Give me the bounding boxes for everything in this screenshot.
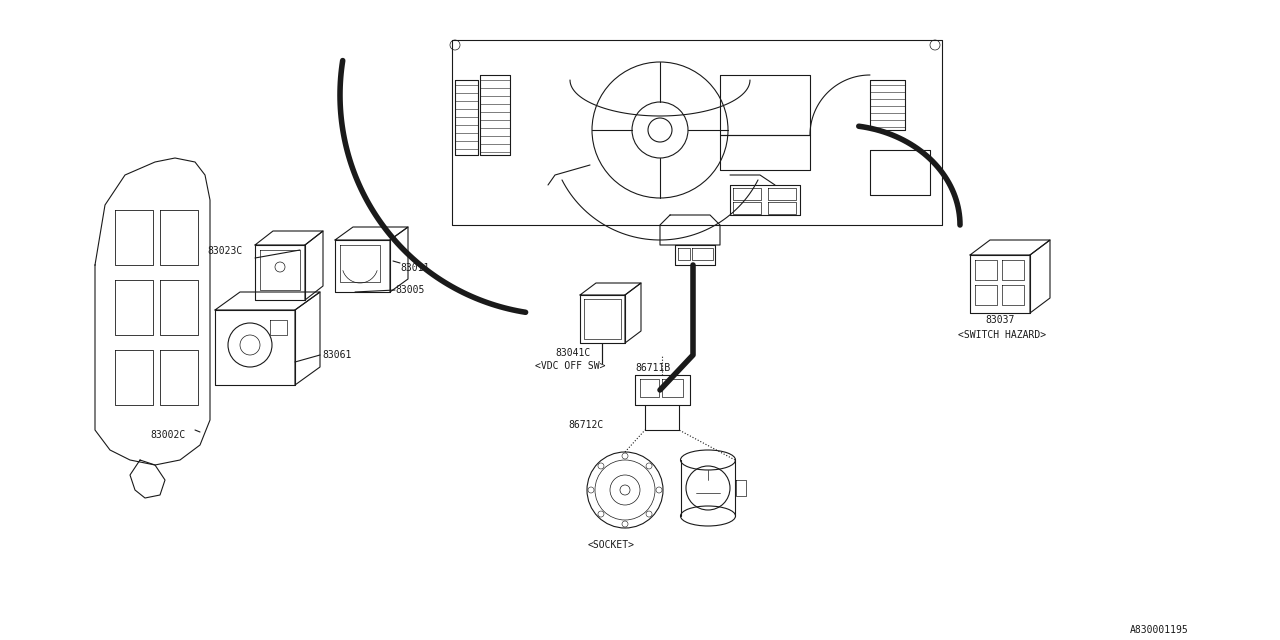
Text: 83023C: 83023C: [207, 246, 242, 256]
Text: <SWITCH HAZARD>: <SWITCH HAZARD>: [957, 330, 1046, 340]
Text: 83011: 83011: [399, 263, 429, 273]
Text: 86712C: 86712C: [568, 420, 603, 430]
Text: 83005: 83005: [396, 285, 425, 295]
Text: 83002C: 83002C: [150, 430, 186, 440]
Text: <SOCKET>: <SOCKET>: [588, 540, 635, 550]
Text: 86711B: 86711B: [635, 363, 671, 373]
Text: <VDC OFF SW>: <VDC OFF SW>: [535, 361, 605, 371]
Text: 83061: 83061: [323, 350, 352, 360]
Text: A830001195: A830001195: [1130, 625, 1189, 635]
Text: 83037: 83037: [986, 315, 1014, 325]
Text: 83041C: 83041C: [556, 348, 590, 358]
